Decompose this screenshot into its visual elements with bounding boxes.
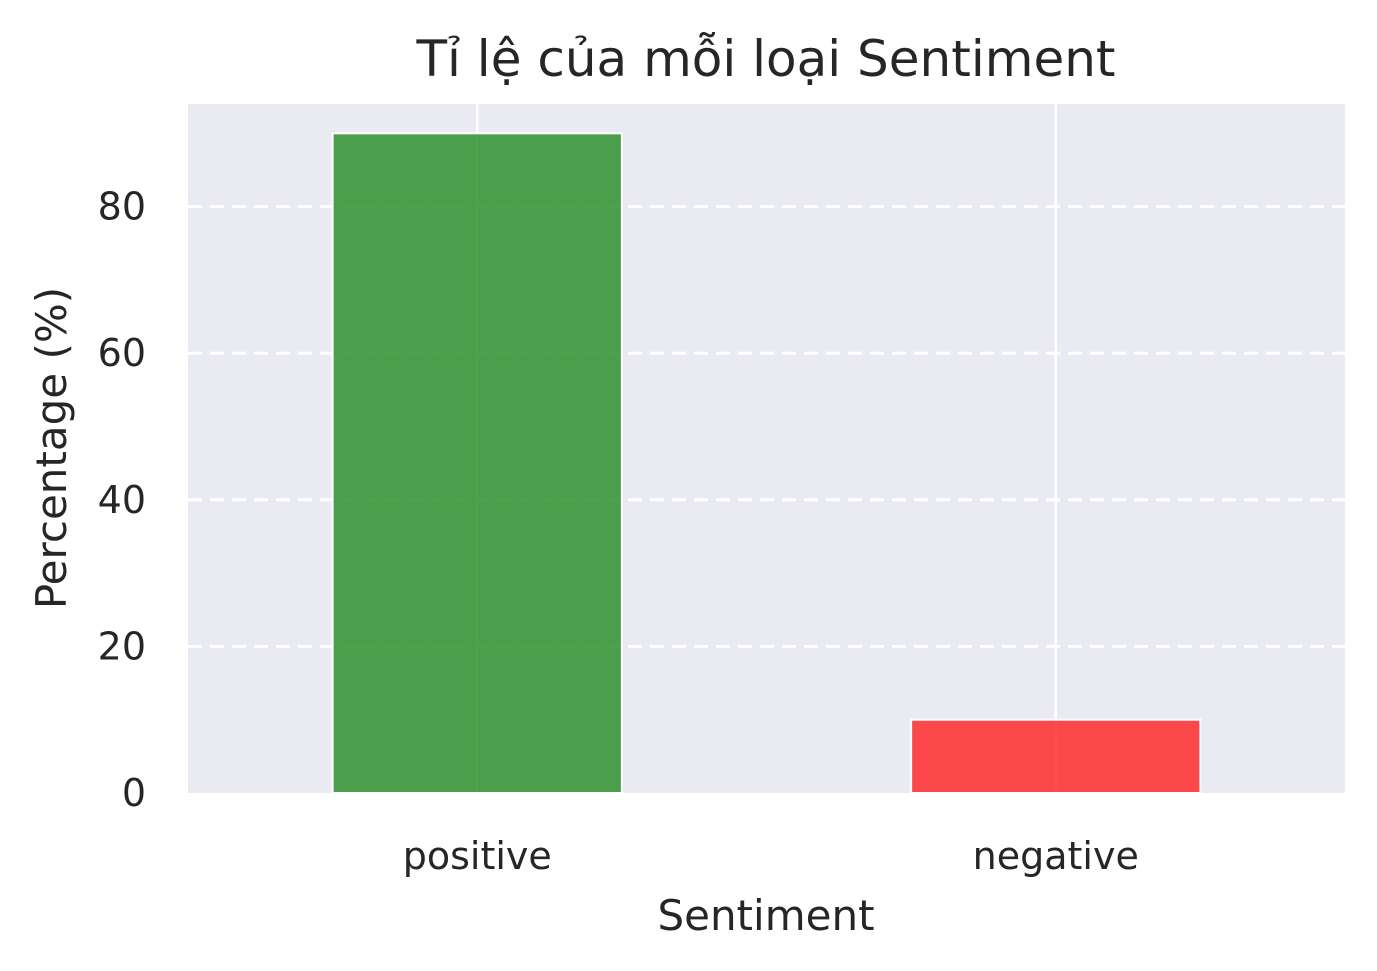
bar-negative	[910, 718, 1202, 795]
bar-positive	[331, 132, 623, 794]
y-tick-label: 20	[98, 624, 146, 668]
y-tick-label: 80	[98, 185, 146, 229]
y-tick-label: 60	[98, 331, 146, 375]
bars	[331, 132, 1202, 795]
x-tick-label: positive	[403, 834, 552, 878]
x-tick-label: negative	[973, 834, 1139, 878]
y-axis-ticks: 0 20 40 60 80	[98, 185, 146, 815]
y-axis-label: Percentage (%)	[27, 287, 76, 609]
x-axis-label: Sentiment	[657, 891, 874, 940]
y-tick-label: 40	[98, 478, 146, 522]
y-tick-label: 0	[122, 771, 146, 815]
x-axis-ticks: positive negative	[403, 834, 1139, 878]
chart-title: Tỉ lệ của mỗi loại Sentiment	[415, 30, 1115, 88]
